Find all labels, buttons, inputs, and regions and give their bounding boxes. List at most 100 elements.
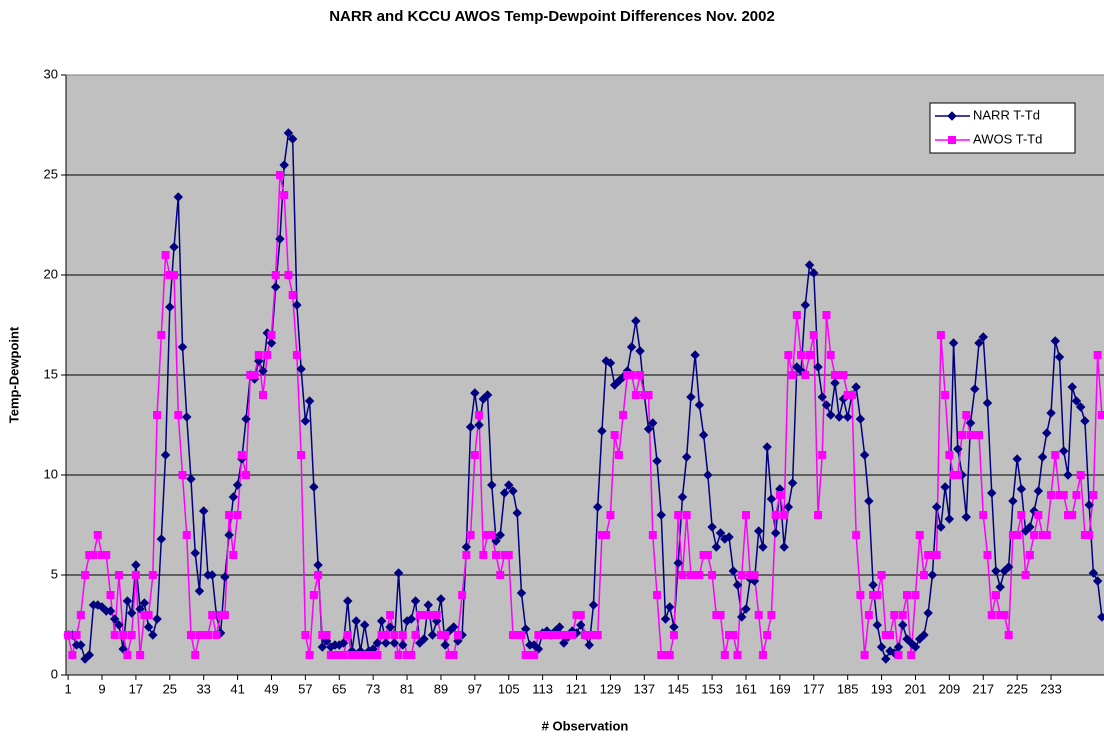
marker (127, 631, 136, 639)
marker (359, 620, 370, 630)
marker (656, 510, 666, 520)
marker (385, 622, 395, 632)
marker (762, 442, 772, 452)
marker (105, 606, 116, 616)
marker (978, 332, 988, 342)
marker (423, 600, 433, 610)
marker (241, 414, 251, 424)
marker (860, 651, 869, 659)
marker (76, 611, 85, 619)
marker (84, 650, 95, 660)
marker (492, 551, 501, 559)
marker (631, 316, 641, 326)
marker (940, 482, 950, 492)
marker (448, 622, 459, 632)
x-tick-label: 137 (633, 681, 655, 696)
marker (207, 570, 217, 580)
marker (436, 594, 446, 604)
marker (801, 371, 810, 379)
marker (458, 591, 467, 599)
marker (766, 494, 777, 504)
marker (890, 611, 899, 619)
marker (1013, 531, 1022, 539)
marker (279, 160, 289, 170)
marker (852, 531, 861, 539)
marker (859, 450, 870, 460)
marker (703, 470, 713, 480)
x-tick-label: 97 (468, 681, 482, 696)
marker (462, 551, 471, 559)
marker (1097, 411, 1104, 419)
marker (804, 260, 815, 270)
marker (821, 400, 832, 410)
marker (381, 631, 390, 639)
marker (322, 631, 331, 639)
marker (674, 511, 683, 519)
marker (864, 611, 873, 619)
marker (1068, 511, 1077, 519)
marker (93, 600, 103, 610)
x-tick-label: 33 (196, 681, 210, 696)
marker (300, 416, 311, 426)
marker (160, 450, 171, 460)
marker (945, 451, 954, 459)
x-tick-label: 65 (332, 681, 346, 696)
marker (504, 551, 513, 559)
marker (750, 571, 759, 579)
marker (173, 192, 183, 202)
marker (974, 338, 984, 348)
marker (682, 511, 691, 519)
marker (123, 651, 132, 659)
marker (1051, 451, 1060, 459)
marker (198, 506, 209, 516)
marker (389, 638, 400, 648)
marker (932, 551, 941, 559)
y-tick-label: 10 (44, 466, 58, 481)
marker (885, 646, 895, 656)
marker (343, 596, 353, 606)
marker (948, 338, 959, 348)
marker (881, 654, 891, 664)
marker (393, 568, 404, 578)
marker (136, 651, 145, 659)
marker (475, 411, 484, 419)
marker (208, 611, 217, 619)
marker (1042, 428, 1052, 438)
marker (593, 502, 603, 512)
marker (1016, 484, 1027, 494)
marker (842, 412, 853, 422)
marker (767, 611, 776, 619)
marker (398, 640, 408, 650)
marker (851, 382, 861, 392)
marker (178, 471, 187, 479)
marker (114, 571, 123, 579)
marker (144, 611, 153, 619)
legend-marker (948, 136, 956, 144)
marker (517, 631, 526, 639)
marker (296, 364, 306, 374)
marker (68, 651, 77, 659)
marker (619, 411, 628, 419)
marker (398, 631, 407, 639)
marker (711, 542, 722, 552)
marker (648, 531, 657, 539)
marker (681, 452, 692, 462)
marker (678, 571, 687, 579)
legend-label: NARR T-Td (973, 107, 1040, 122)
marker (139, 598, 150, 608)
marker (411, 631, 420, 639)
marker (855, 414, 866, 424)
marker (652, 456, 662, 466)
marker (186, 631, 195, 639)
marker (737, 612, 747, 622)
marker (1075, 402, 1086, 412)
marker (287, 134, 298, 144)
marker (847, 391, 856, 399)
legend-marker (947, 111, 957, 121)
marker (343, 631, 352, 639)
marker (758, 542, 768, 552)
marker (165, 302, 175, 312)
marker (653, 591, 662, 599)
marker (602, 531, 611, 539)
